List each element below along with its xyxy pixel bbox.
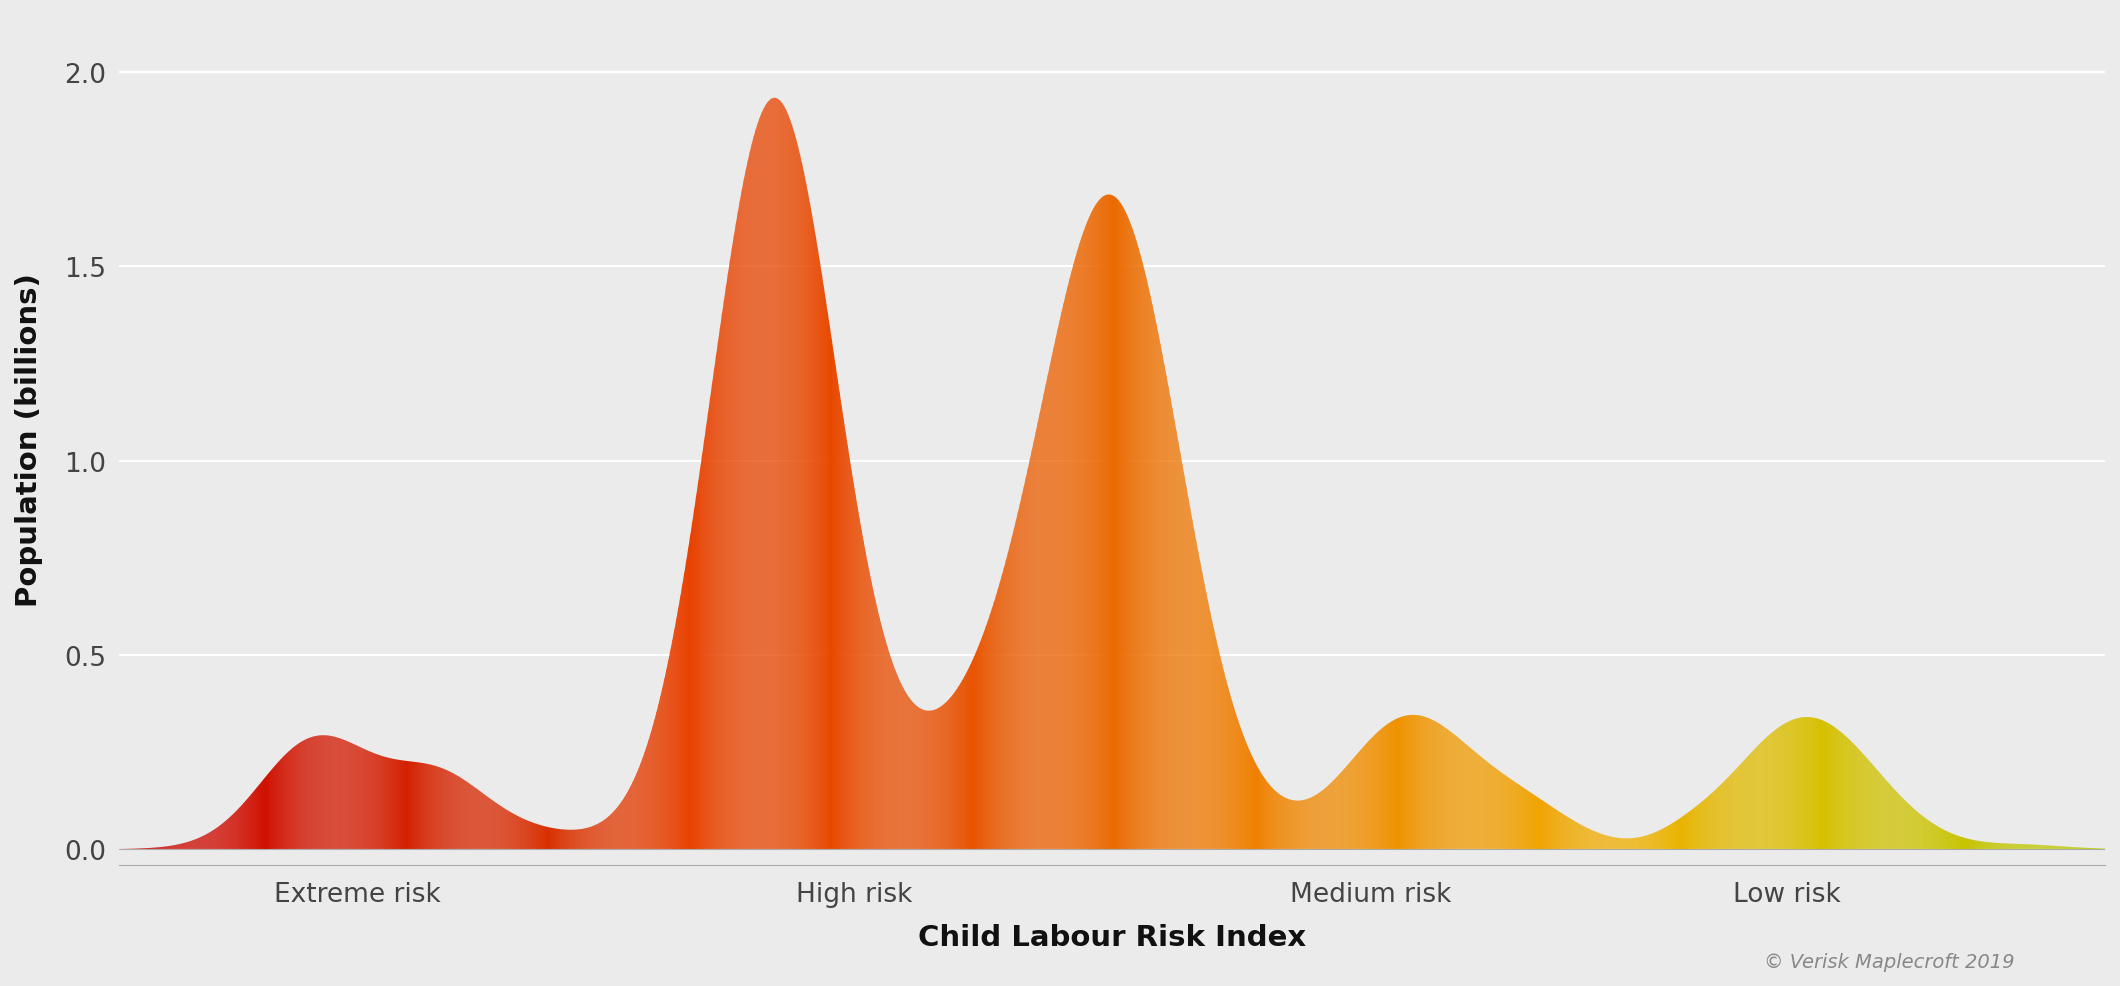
Text: © Verisk Maplecroft 2019: © Verisk Maplecroft 2019 xyxy=(1764,952,2014,971)
Y-axis label: Population (billions): Population (billions) xyxy=(15,273,42,606)
X-axis label: Child Labour Risk Index: Child Labour Risk Index xyxy=(918,923,1306,951)
